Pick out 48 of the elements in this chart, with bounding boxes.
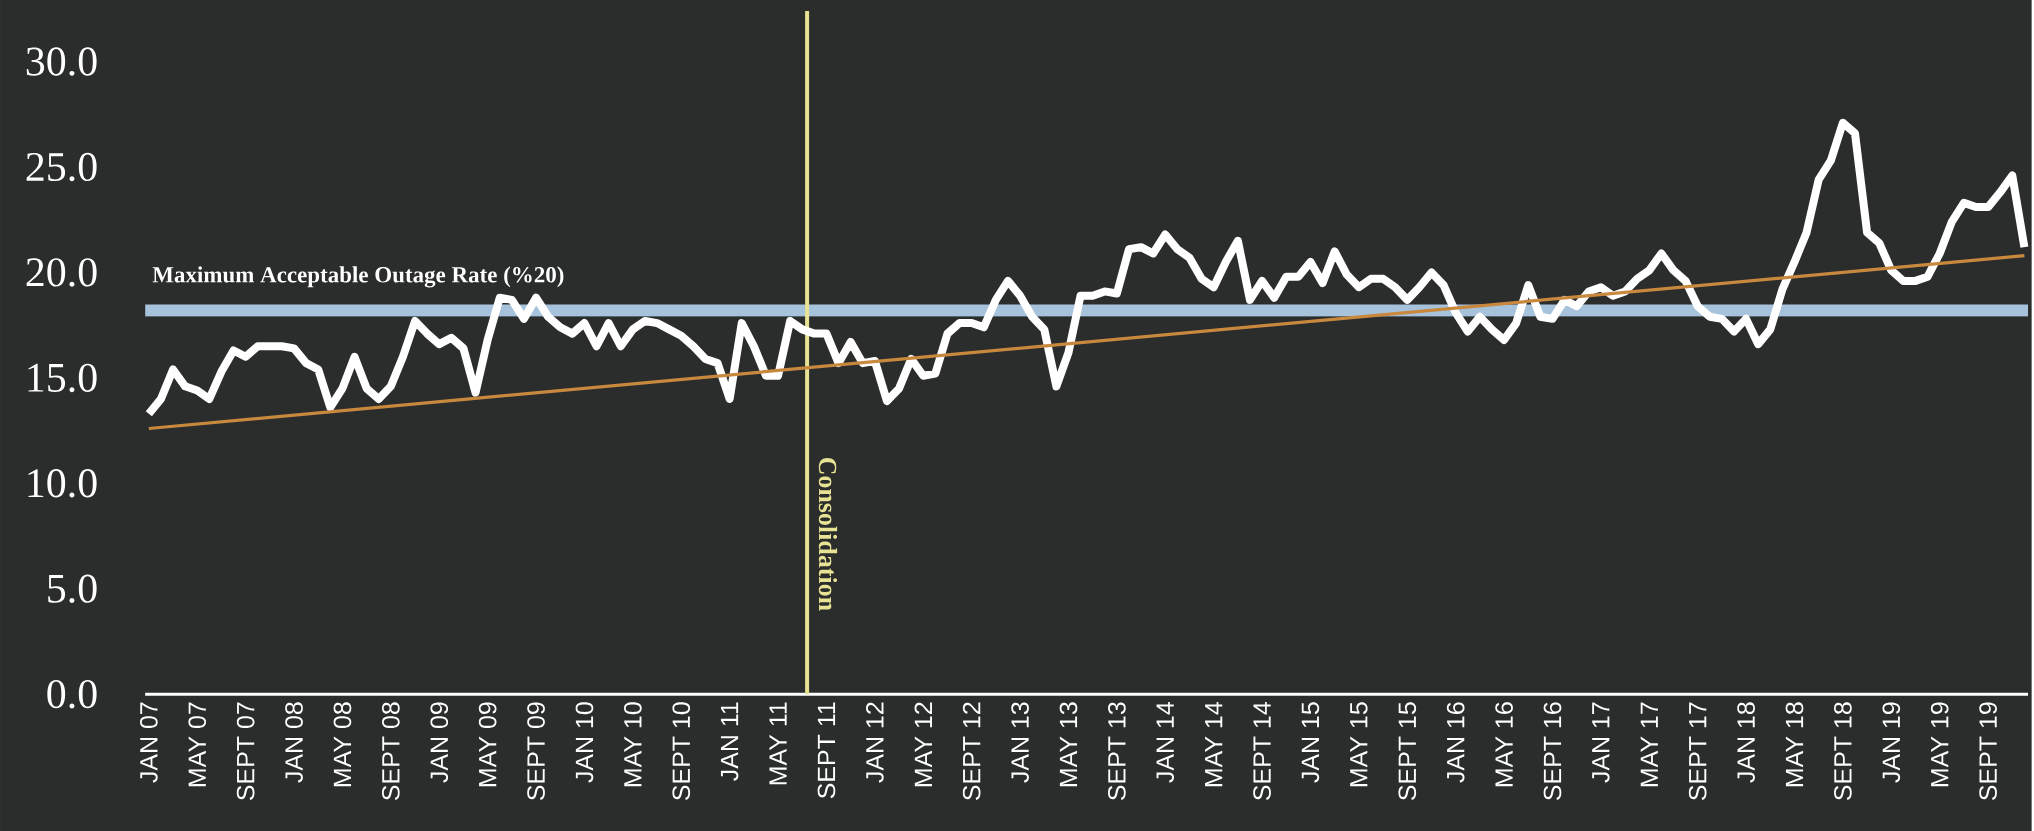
y-tick-label: 5.0 <box>48 574 97 603</box>
x-tick-label: SEPT 12 <box>962 702 981 801</box>
x-tick-label: SEPT 13 <box>1108 702 1126 801</box>
x-tick-label: JAN 19 <box>1882 702 1901 783</box>
y-tick-label: 15.0 <box>28 363 97 393</box>
x-tick-label: JAN 09 <box>430 702 449 783</box>
x-tick-label: JAN 16 <box>1446 702 1465 783</box>
y-tick-label: 0.0 <box>47 679 97 709</box>
x-tick-label: MAY 18 <box>1785 702 1804 787</box>
annotation: Consolidation <box>818 457 838 611</box>
x-tick-label: SEPT 15 <box>1398 702 1417 801</box>
x-tick-label: MAY 09 <box>478 702 497 787</box>
x-tick-label: MAY 08 <box>333 702 352 787</box>
ref-line-label: Maximum Acceptable Outage Rate (%20) <box>152 266 564 288</box>
x-tick-label: MAY 13 <box>1059 702 1078 787</box>
x-tick-label: MAY 10 <box>624 702 642 787</box>
y-tick-label: 25.0 <box>26 152 97 182</box>
x-tick-label: SEPT 10 <box>672 702 691 801</box>
x-tick-label: JAN 07 <box>140 702 158 783</box>
x-tick-label: MAY 11 <box>769 702 787 785</box>
x-tick-label: JAN 15 <box>1301 702 1320 783</box>
x-tick-label: MAY 12 <box>914 702 932 787</box>
x-tick-label: MAY 17 <box>1640 702 1658 787</box>
x-tick-label: SEPT 11 <box>817 702 836 799</box>
x-tick-label: SEPT 19 <box>1979 702 1997 801</box>
x-tick-label: JAN 12 <box>866 702 884 783</box>
x-tick-label: JAN 17 <box>1592 702 1610 783</box>
x-tick-label: SEPT 08 <box>382 702 400 801</box>
x-tick-label: MAY 15 <box>1350 702 1368 787</box>
x-tick-label: JAN 10 <box>575 702 594 783</box>
x-tick-label: SEPT 17 <box>1688 702 1707 801</box>
x-tick-label: SEPT 16 <box>1543 702 1562 801</box>
x-tick-label: SEPT 07 <box>236 702 255 801</box>
y-tick-label: 10.0 <box>28 469 97 498</box>
x-tick-label: JAN 13 <box>1011 702 1029 783</box>
x-tick-label: SEPT 18 <box>1834 702 1852 801</box>
x-tick-label: JAN 14 <box>1156 701 1174 783</box>
y-tick-label: 30.0 <box>26 47 97 76</box>
x-tick-label: JAN 08 <box>285 702 303 783</box>
x-tick-label: SEPT 14 <box>1253 701 1271 801</box>
y-tick-label: 20.0 <box>26 258 97 287</box>
x-tick-label: JAN 18 <box>1737 702 1755 783</box>
x-tick-label: MAY 14 <box>1205 701 1223 787</box>
x-tick-label: MAY 19 <box>1930 702 1949 787</box>
x-tick-label: SEPT 09 <box>527 702 545 801</box>
x-tick-label: MAY 16 <box>1495 702 1513 787</box>
x-tick-label: MAY 07 <box>188 702 207 787</box>
x-tick-label: JAN 11 <box>720 702 739 781</box>
